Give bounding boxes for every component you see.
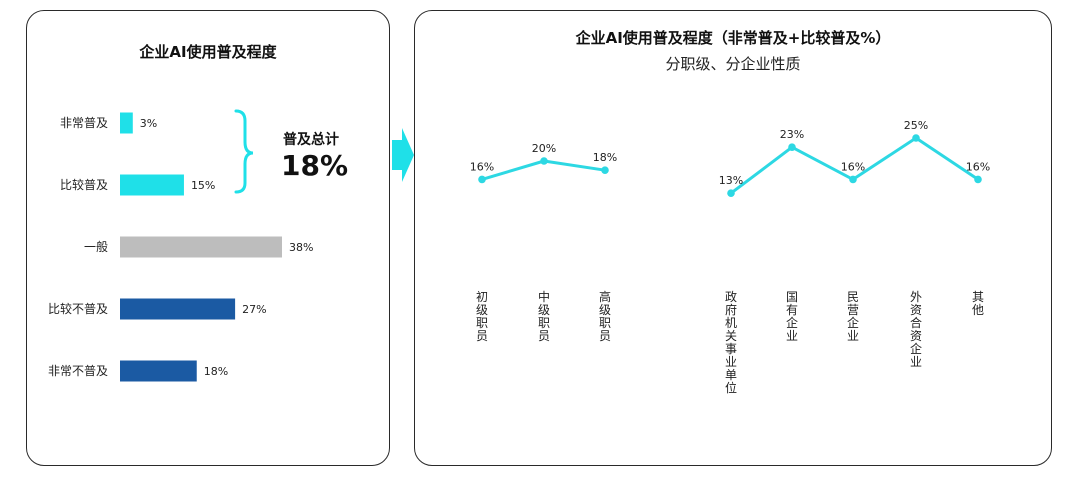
bar-category-label: 一般 — [84, 239, 108, 254]
point-value-label: 16% — [966, 160, 990, 173]
point-value-label: 25% — [904, 119, 928, 132]
bar-category-label: 非常不普及 — [48, 364, 108, 378]
data-point — [478, 175, 486, 184]
bar — [120, 360, 197, 382]
bar-value-label: 3% — [140, 117, 157, 130]
bar — [120, 298, 236, 320]
x-category-label: 政府机关事业单位 — [725, 290, 737, 395]
left-chart-title: 企业AI使用普及程度 — [139, 43, 277, 61]
bar-value-label: 38% — [289, 241, 313, 254]
callout-value: 18% — [281, 149, 349, 182]
arrow-right-icon — [392, 128, 414, 182]
data-point — [912, 134, 920, 142]
point-value-label: 23% — [780, 128, 804, 141]
x-category-label: 高级职员 — [599, 289, 611, 343]
data-point — [849, 175, 857, 184]
point-value-label: 18% — [593, 151, 617, 164]
bar-value-label: 15% — [191, 179, 215, 192]
bar-category-label: 比较不普及 — [48, 301, 108, 316]
point-value-label: 16% — [841, 160, 865, 173]
x-category-label: 民营企业 — [847, 290, 859, 343]
x-category-label: 其他 — [972, 290, 984, 317]
x-category-label: 国有企业 — [786, 290, 798, 343]
x-category-label: 中级职员 — [538, 289, 550, 343]
right-chart-subtitle: 分职级、分企业性质 — [665, 55, 801, 73]
point-value-label: 16% — [470, 160, 494, 173]
bar-chart: 非常普及 3% 比较普及 15% 一般 38% 比较不普及 27% 非常不普及 18% — [48, 109, 313, 382]
bar-category-label: 非常普及 — [60, 116, 108, 130]
data-point — [974, 175, 982, 184]
point-value-label: 20% — [532, 142, 556, 155]
data-point — [540, 157, 548, 165]
bar-value-label: 27% — [242, 303, 266, 316]
point-value-label: 13% — [719, 174, 743, 187]
right-chart-title: 企业AI使用普及程度（非常普及+比较普及%） — [575, 29, 891, 47]
data-point — [788, 143, 796, 151]
line-chart: 16% 初级职员 20% 中级职员 18% 高级职员 13% 政府机关事业单位 23% 国有企业 1… — [470, 119, 990, 395]
x-category-label: 初级职员 — [476, 290, 488, 343]
right-chart-panel: 企业AI使用普及程度（非常普及+比较普及%） 分职级、分企业性质 16% 初级职员… — [414, 10, 1052, 466]
data-point — [727, 189, 735, 197]
x-category-label: 外资合资企业 — [910, 290, 922, 369]
bracket — [234, 109, 254, 194]
data-point — [601, 166, 609, 174]
left-chart-panel: 企业AI使用普及程度 非常普及 3% 比较普及 15% 一般 38% 比较不普及 27% 非常不… — [26, 10, 390, 466]
callout-label: 普及总计 — [283, 132, 339, 148]
bar — [120, 112, 133, 134]
bar — [120, 174, 184, 196]
bar-value-label: 18% — [204, 365, 228, 378]
bar-category-label: 比较普及 — [60, 177, 108, 192]
bar — [120, 236, 282, 258]
